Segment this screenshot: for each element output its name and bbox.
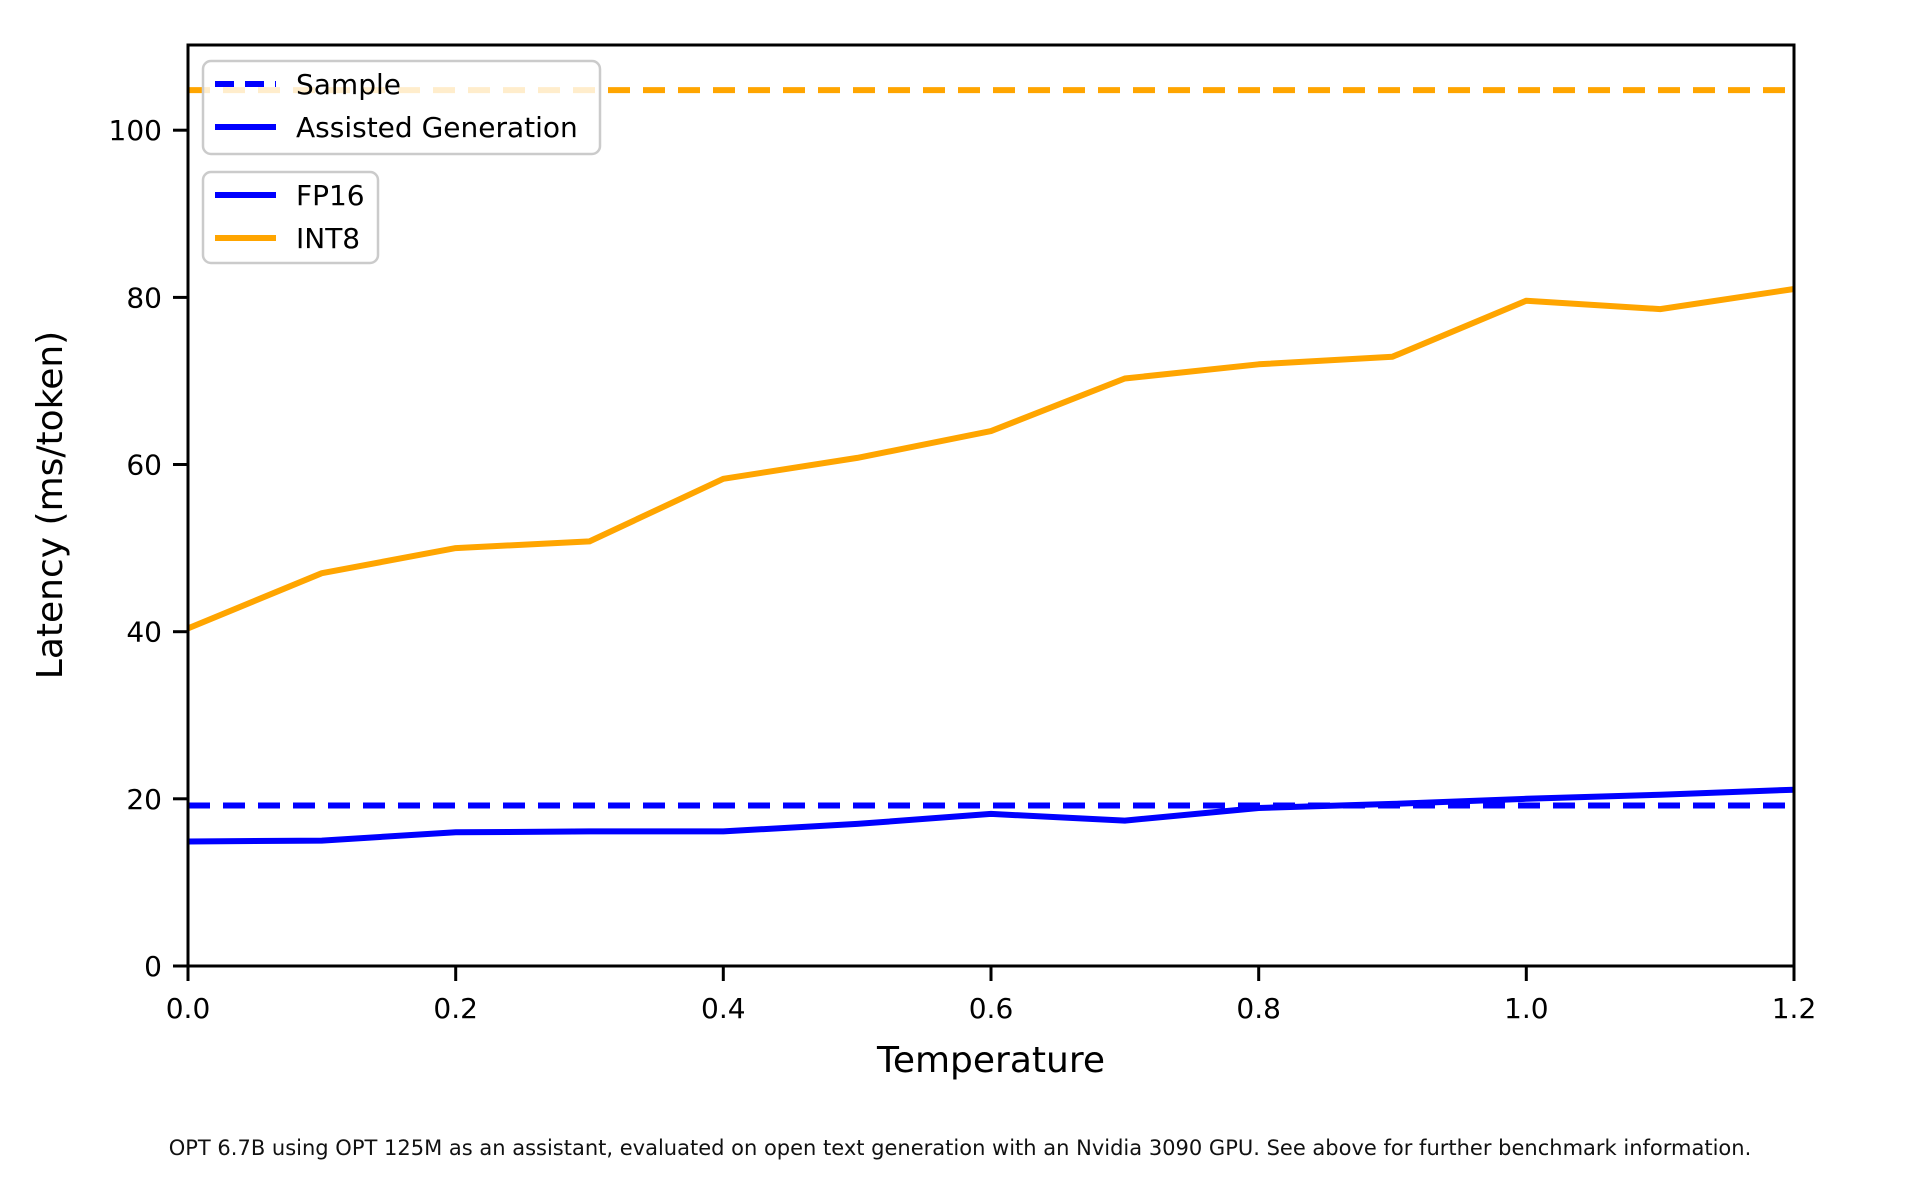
legend-label-assisted-generation: Assisted Generation (296, 111, 578, 144)
y-tick-label: 20 (126, 783, 162, 816)
x-tick-label: 0.8 (1236, 992, 1281, 1025)
y-tick-label: 100 (109, 114, 162, 147)
y-tick-label: 80 (126, 281, 162, 314)
y-tick-label: 0 (144, 950, 162, 983)
x-tick-label: 0.0 (166, 992, 211, 1025)
legend-label-sample: Sample (296, 68, 401, 101)
x-tick-label: 0.4 (701, 992, 746, 1025)
x-axis-label: Temperature (876, 1040, 1105, 1081)
line-int8-assisted-generation (186, 286, 1795, 632)
y-tick-label: 60 (126, 449, 162, 482)
line-fp16-assisted-generation (187, 786, 1795, 845)
legend-generation-mode (201, 59, 602, 156)
legend-label-int8: INT8 (296, 222, 360, 255)
legend-label-fp16: FP16 (296, 179, 365, 212)
y-axis-label: Latency (ms/token) (30, 331, 71, 679)
axes-frame (186, 43, 1796, 968)
y-tick-label: 40 (126, 616, 162, 649)
x-tick-label: 0.2 (433, 992, 478, 1025)
x-tick-label: 0.6 (969, 992, 1014, 1025)
x-tick-label: 1.2 (1772, 992, 1817, 1025)
figure-caption: OPT 6.7B using OPT 125M as an assistant,… (168, 1136, 1752, 1160)
x-tick-label: 1.0 (1504, 992, 1549, 1025)
